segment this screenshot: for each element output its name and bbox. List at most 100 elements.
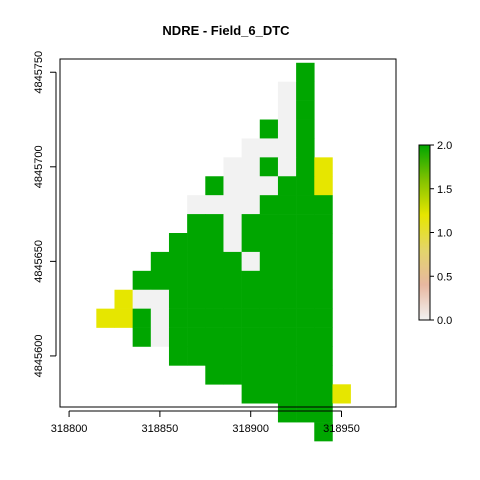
raster-cell-64	[205, 270, 224, 291]
raster-cell-65	[223, 270, 242, 291]
raster-cell-111	[241, 346, 261, 366]
raster-cell-15	[277, 157, 297, 177]
raster-cell-102	[241, 327, 261, 347]
raster-cell-45	[241, 233, 261, 253]
raster-cell-87	[168, 308, 188, 328]
legend-color-bar	[418, 144, 431, 321]
raster-cell-3	[277, 100, 297, 120]
raster-cell-90	[223, 308, 242, 328]
raster-cell-60	[132, 270, 152, 291]
raster-cell-98	[168, 327, 188, 347]
x-tick-label-2: 318900	[232, 423, 269, 435]
raster-cell-14	[259, 157, 279, 177]
raster-cell-107	[168, 346, 188, 366]
raster-cell-110	[223, 346, 242, 366]
raster-cell-131	[314, 403, 333, 423]
raster-cell-119	[259, 365, 279, 385]
raster-cell-10	[277, 138, 297, 158]
raster-cell-106	[314, 327, 333, 347]
raster-cell-78	[241, 289, 261, 309]
raster-cell-115	[314, 346, 333, 366]
y-tick-label-1: 4845650	[33, 240, 45, 283]
raster-cell-39	[296, 214, 315, 234]
raster-cell-93	[277, 308, 297, 328]
raster-cell-97	[150, 327, 170, 347]
raster-cell-114	[296, 346, 315, 366]
raster-cell-7	[296, 119, 315, 139]
raster-cell-9	[259, 138, 279, 158]
raster-cell-48	[296, 233, 315, 253]
raster-cell-26	[205, 195, 224, 215]
raster-cell-38	[277, 214, 297, 234]
raster-cell-94	[296, 308, 315, 328]
y-tick-label-0: 4845600	[33, 335, 45, 378]
raster-cell-113	[277, 346, 297, 366]
raster-cell-92	[259, 308, 279, 328]
raster-cell-40	[314, 214, 333, 234]
raster-cell-17	[314, 157, 333, 177]
raster-cell-76	[205, 289, 224, 309]
x-tick-label-1: 318850	[142, 423, 179, 435]
raster-cell-19	[223, 176, 242, 196]
raster-cell-6	[277, 119, 297, 139]
raster-cell-44	[223, 233, 242, 253]
raster-cell-116	[205, 365, 224, 385]
raster-cell-1	[277, 81, 297, 101]
raster-cell-112	[259, 346, 279, 366]
raster-cell-23	[296, 176, 315, 196]
raster-cell-77	[223, 289, 242, 309]
raster-cell-34	[205, 214, 224, 234]
raster-cell-58	[296, 251, 315, 272]
raster-cell-72	[132, 289, 152, 309]
raster-cell-12	[223, 157, 242, 177]
raster-cell-0	[296, 62, 315, 82]
raster-cell-16	[296, 157, 315, 177]
raster-cell-100	[205, 327, 224, 347]
x-tick-label-0: 318800	[51, 423, 88, 435]
raster-cell-46	[259, 233, 279, 253]
x-axis: 318800 318850 318900 318950	[51, 410, 360, 435]
raster-cell-37	[259, 214, 279, 234]
raster-cell-30	[277, 195, 297, 215]
raster-cell-4	[296, 100, 315, 120]
raster-cell-49	[314, 233, 333, 253]
raster-cell-89	[205, 308, 224, 328]
raster-cell-71	[114, 289, 133, 309]
raster-cell-29	[259, 195, 279, 215]
raster-cell-32	[314, 195, 333, 215]
raster-cell-129	[277, 403, 297, 423]
raster-cell-35	[223, 214, 242, 234]
raster-cell-73	[150, 289, 170, 309]
raster-cell-108	[187, 346, 206, 366]
raster-cell-123	[241, 384, 261, 404]
raster-cell-67	[259, 270, 279, 291]
raster-cell-61	[150, 270, 170, 291]
raster-cell-56	[259, 251, 279, 272]
raster-cell-59	[314, 251, 333, 272]
raster-cell-31	[296, 195, 315, 215]
raster-cell-128	[332, 384, 351, 404]
raster-cells	[96, 62, 351, 442]
legend-tick-label-0: 0.0	[437, 315, 452, 327]
raster-cell-24	[314, 176, 333, 196]
raster-cell-83	[96, 308, 115, 328]
raster-cell-21	[259, 176, 279, 196]
raster-cell-79	[259, 289, 279, 309]
raster-cell-11	[296, 138, 315, 158]
raster-cell-42	[187, 233, 206, 253]
plot-frame	[59, 58, 397, 408]
map-title: NDRE - Field_6_DTC	[162, 23, 290, 38]
y-axis: 4845600 4845650 4845700 4845750	[33, 51, 57, 378]
raster-cell-22	[277, 176, 297, 196]
raster-cell-55	[241, 251, 261, 272]
raster-cell-47	[277, 233, 297, 253]
legend-tick-label-2: 1.0	[437, 228, 452, 240]
raster-cell-8	[241, 138, 261, 158]
raster-cell-124	[259, 384, 279, 404]
raster-cell-27	[223, 195, 242, 215]
raster-cell-57	[277, 251, 297, 272]
raster-cell-127	[314, 384, 333, 404]
raster-cell-120	[277, 365, 297, 385]
raster-cell-5	[259, 119, 279, 139]
raster-cell-70	[314, 270, 333, 291]
